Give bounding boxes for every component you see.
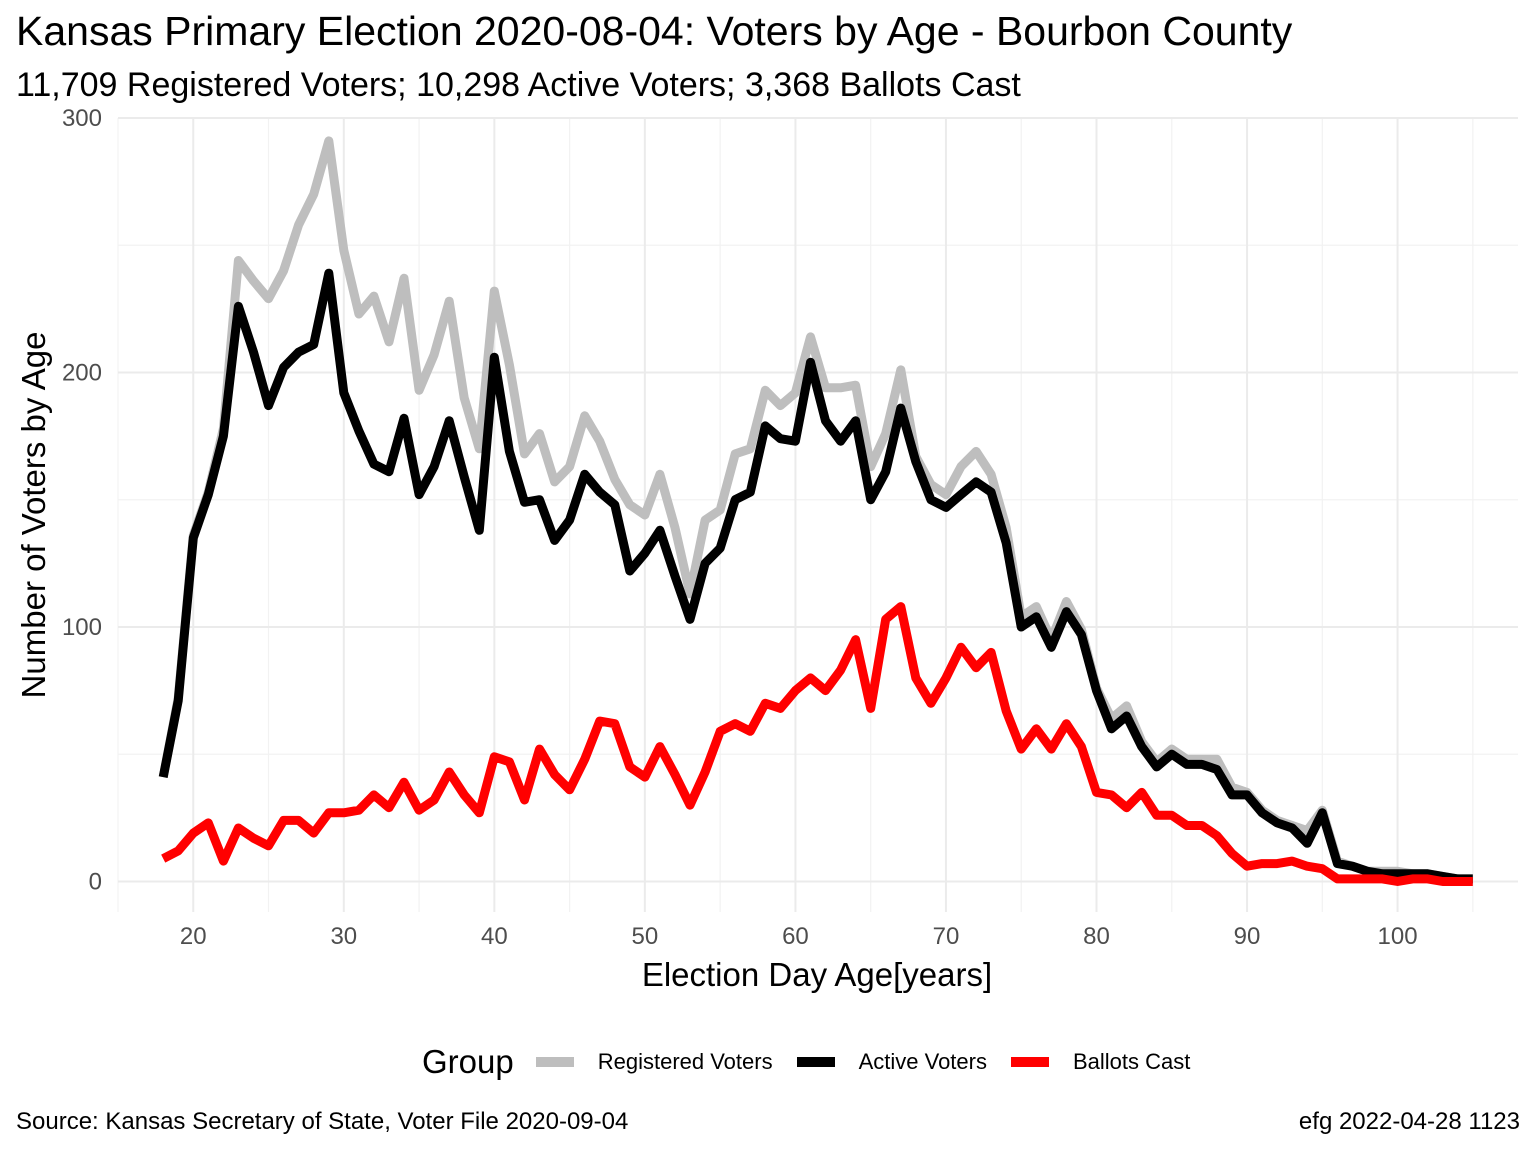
y-axis-title: Number of Voters by Age [15,332,52,699]
source-caption: Source: Kansas Secretary of State, Voter… [16,1108,629,1135]
line-chart: 0 100 200 300 20 30 40 50 60 70 80 90 100 Election … [15,105,1518,993]
legend-label-ballots: Ballots Cast [1072,1049,1191,1074]
legend-key-active [796,1057,835,1067]
series-layer [158,136,1473,886]
x-tick-label: 100 [1378,923,1418,950]
x-tick-label: 30 [330,923,357,950]
x-axis-ticks: 20 30 40 50 60 70 80 90 100 [180,923,1418,950]
series-line-registered-voters [158,136,1473,884]
legend-label-active: Active Voters [858,1049,987,1074]
grid-minor [117,118,1518,912]
x-tick-label: 80 [1083,923,1110,950]
legend-item-registered: Registered Voters [535,1049,773,1075]
x-tick-label: 40 [481,923,508,950]
x-tick-label: 90 [1234,923,1261,950]
legend-key-registered [535,1057,574,1067]
timestamp-caption: efg 2022-04-28 1123 [1298,1108,1520,1135]
grid-major [118,117,1518,912]
legend-key-ballots [1010,1057,1049,1067]
legend-title: Group [422,1043,514,1080]
x-tick-label: 70 [933,923,960,950]
legend: Group Registered Voters Active Voters Ba… [0,1038,1536,1086]
legend-item-active: Active Voters [796,1049,987,1075]
series-line-ballots-cast [161,602,1473,886]
x-tick-label: 50 [632,923,659,950]
y-axis-ticks: 0 100 200 300 [62,105,102,895]
chart-subtitle: 11,709 Registered Voters; 10,298 Active … [16,66,1021,104]
x-axis-title: Election Day Age[years] [642,956,992,993]
legend-row: Group Registered Voters Active Voters Ba… [422,1038,1214,1086]
y-tick-label: 300 [62,105,102,132]
y-tick-label: 100 [62,614,102,641]
x-tick-label: 20 [180,923,207,950]
x-tick-label: 60 [782,923,809,950]
legend-item-ballots: Ballots Cast [1010,1049,1191,1075]
y-tick-label: 0 [89,868,102,895]
series-line-active-voters [158,268,1473,884]
legend-label-registered: Registered Voters [597,1049,773,1074]
chart-title: Kansas Primary Election 2020-08-04: Vote… [16,8,1293,54]
y-tick-label: 200 [62,359,102,386]
